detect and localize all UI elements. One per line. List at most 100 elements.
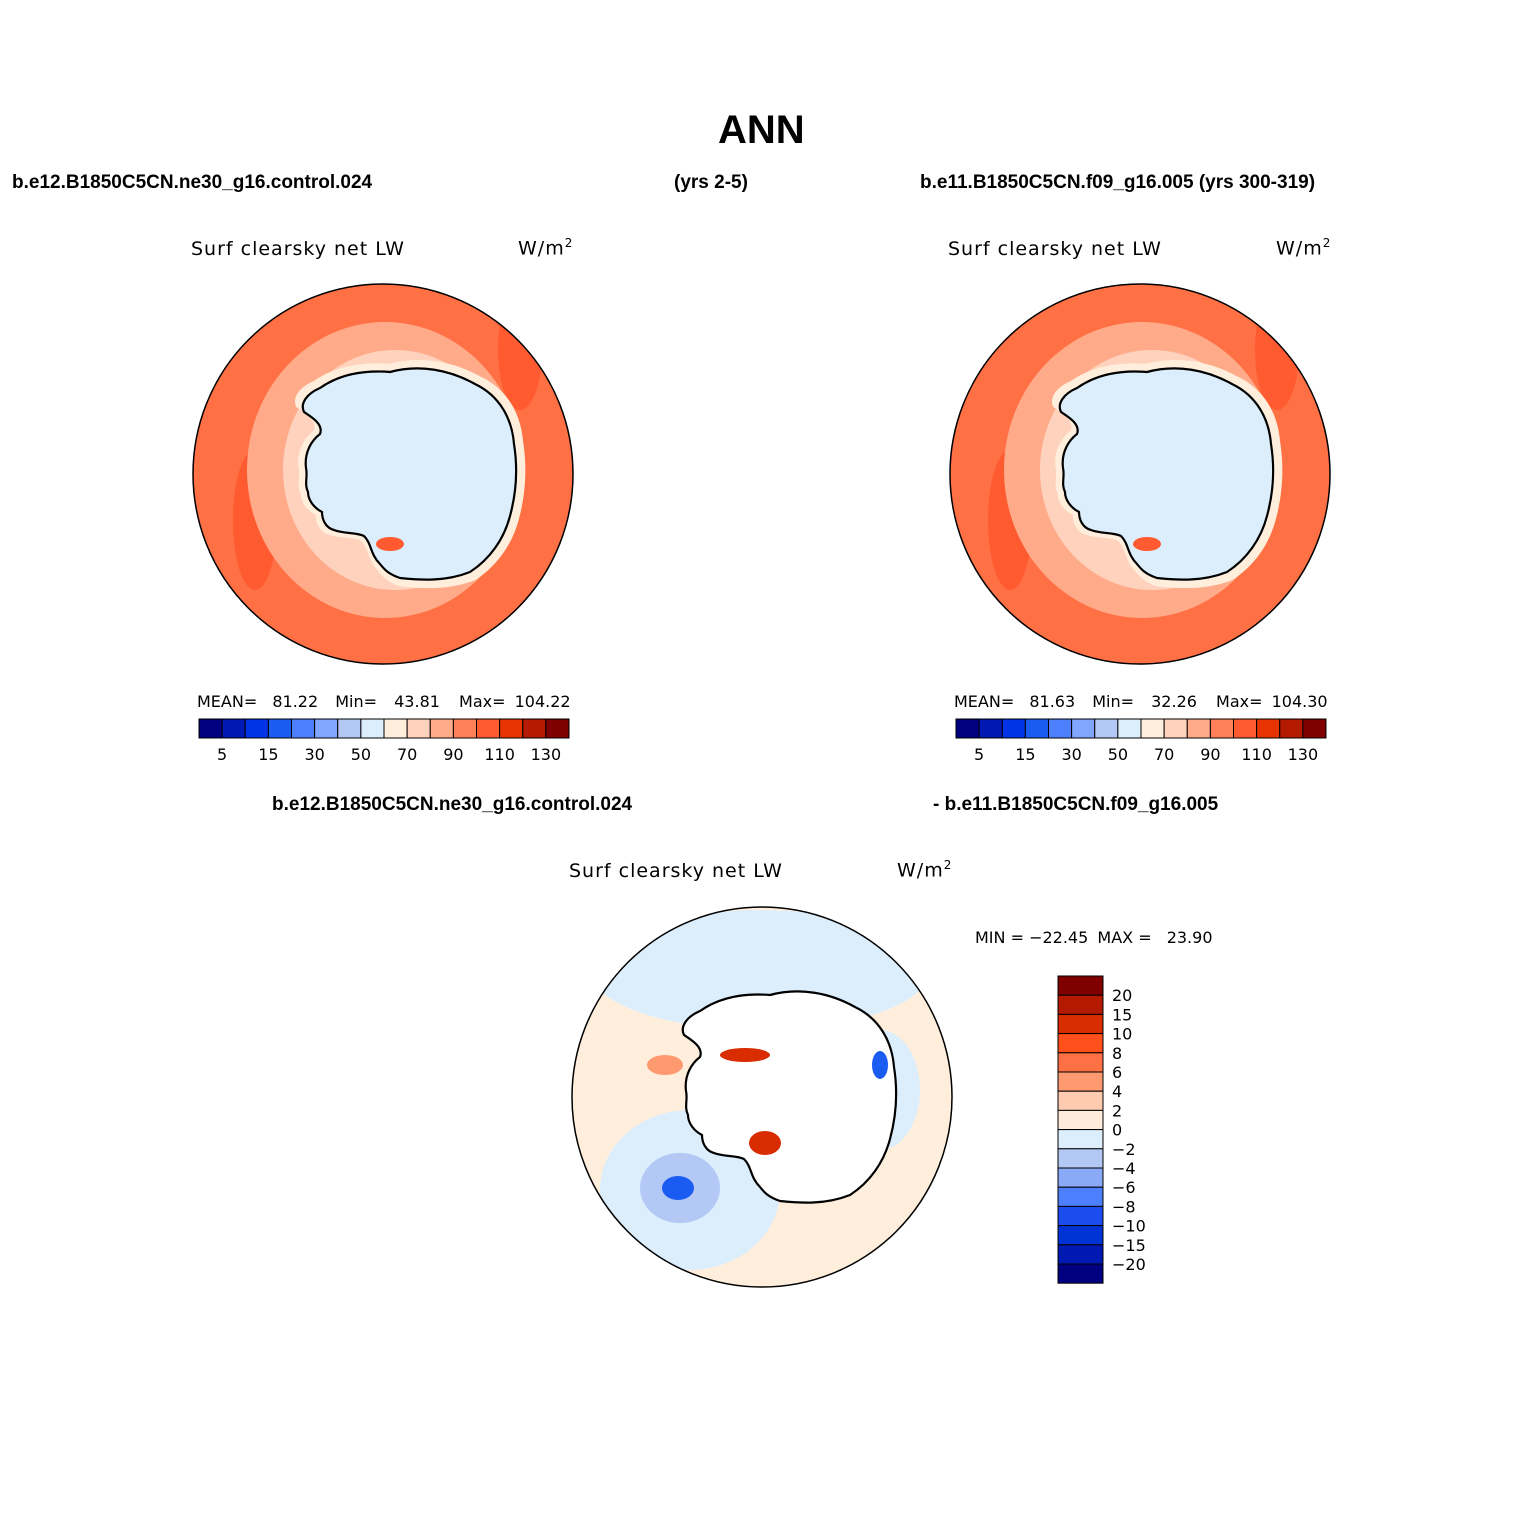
colorbar-label: 15 bbox=[1015, 745, 1035, 764]
negative-anomaly bbox=[872, 1051, 888, 1079]
colorbar-box bbox=[1071, 718, 1096, 739]
colorbar-box bbox=[1057, 1225, 1104, 1246]
min-value: 43.81 bbox=[394, 692, 440, 711]
strong-band bbox=[498, 290, 542, 410]
colorbar-label: −6 bbox=[1112, 1178, 1136, 1197]
colorbar-box bbox=[1057, 1129, 1104, 1150]
min-label: Min= bbox=[1092, 692, 1135, 711]
colorbar-label: 90 bbox=[443, 745, 463, 764]
max-label: Max= bbox=[1216, 692, 1263, 711]
colorbar-box bbox=[1057, 975, 1104, 996]
colorbar-box bbox=[1057, 1263, 1104, 1284]
min-label: Min= bbox=[335, 692, 378, 711]
ross-sea bbox=[376, 537, 404, 551]
right-map bbox=[950, 284, 1330, 664]
colorbar-box bbox=[1057, 994, 1104, 1015]
colorbar-label: 130 bbox=[531, 745, 562, 764]
left-map-border bbox=[192, 283, 574, 665]
max-value: 104.30 bbox=[1271, 692, 1328, 711]
colorbar-box bbox=[522, 718, 547, 739]
ross-sea bbox=[1133, 537, 1161, 551]
colorbar-label: −15 bbox=[1112, 1236, 1146, 1255]
negative-anomaly-core bbox=[662, 1176, 694, 1200]
right-panel-units: W/m2 bbox=[1276, 236, 1332, 260]
colorbar-label: 20 bbox=[1112, 986, 1132, 1005]
colorbar-box bbox=[291, 718, 316, 739]
colorbar-label: 0 bbox=[1112, 1121, 1122, 1140]
colorbar-label: 2 bbox=[1112, 1101, 1122, 1120]
right-panel-stats: MEAN= 81.63 Min= 32.26 Max= 104.30 bbox=[954, 692, 1328, 711]
left-panel-units: W/m2 bbox=[518, 236, 574, 260]
colorbar-box bbox=[383, 718, 408, 739]
diff-panel-variable: Surf clearsky net LW bbox=[569, 860, 783, 882]
colorbar-label: 50 bbox=[1108, 745, 1128, 764]
colorbar-box bbox=[1256, 718, 1281, 739]
colorbar-label: 15 bbox=[1112, 1005, 1132, 1024]
diff-left-case-label: b.e12.B1850C5CN.ne30_g16.control.024 bbox=[272, 794, 633, 815]
colorbar-label: 6 bbox=[1112, 1063, 1122, 1082]
colorbar-box bbox=[1094, 718, 1119, 739]
colorbar-box bbox=[198, 718, 223, 739]
colorbar-label: −10 bbox=[1112, 1217, 1146, 1236]
colorbar-box bbox=[267, 718, 292, 739]
colorbar-label: 4 bbox=[1112, 1082, 1122, 1101]
colorbar-box bbox=[1057, 1013, 1104, 1035]
diff-map-border bbox=[571, 906, 953, 1288]
colorbar-box bbox=[1057, 1167, 1104, 1188]
mean-label: MEAN= bbox=[954, 692, 1015, 711]
colorbar-label: 30 bbox=[1061, 745, 1081, 764]
colorbar-box bbox=[244, 718, 269, 739]
colorbar-label: −2 bbox=[1112, 1140, 1136, 1159]
min-value: 32.26 bbox=[1151, 692, 1197, 711]
diff-panel-units: W/m2 bbox=[897, 858, 953, 882]
left-map bbox=[193, 284, 573, 664]
colorbar-box bbox=[1117, 718, 1142, 739]
colorbar-box bbox=[476, 718, 501, 739]
diff-map bbox=[572, 907, 952, 1287]
colorbar-box bbox=[1057, 1244, 1104, 1265]
positive-anomaly bbox=[647, 1055, 683, 1075]
colorbar-box bbox=[337, 718, 362, 739]
colorbar-label: 15 bbox=[258, 745, 278, 764]
colorbar-label: 30 bbox=[304, 745, 324, 764]
colorbar-box bbox=[978, 718, 1003, 739]
colorbar-label: 110 bbox=[1241, 745, 1272, 764]
colorbar-box bbox=[452, 718, 477, 739]
diff-panel-stats: MIN = −22.45 MAX = 23.90 bbox=[975, 928, 1213, 947]
max-value: 104.22 bbox=[514, 692, 571, 711]
colorbar-label: 90 bbox=[1200, 745, 1220, 764]
colorbar-box bbox=[1001, 718, 1026, 739]
colorbar-box bbox=[429, 718, 454, 739]
colorbar-label: 5 bbox=[217, 745, 227, 764]
colorbar-box bbox=[1186, 718, 1211, 739]
colorbar-label: 130 bbox=[1288, 745, 1319, 764]
strong-band bbox=[1255, 290, 1299, 410]
page-title: ANN bbox=[718, 108, 805, 152]
colorbar-box bbox=[1057, 1186, 1104, 1207]
colorbar-box bbox=[221, 718, 246, 739]
colorbar-label: 8 bbox=[1112, 1044, 1122, 1063]
colorbar-label: 70 bbox=[397, 745, 417, 764]
right-case-label: b.e11.B1850C5CN.f09_g16.005 (yrs 300-319… bbox=[920, 172, 1316, 193]
right-colorbar: 5 15 30 50 70 90 110 130 bbox=[955, 718, 1327, 764]
max-label: Max= bbox=[459, 692, 506, 711]
years-label: (yrs 2-5) bbox=[674, 172, 748, 193]
colorbar-box bbox=[1024, 718, 1049, 739]
right-panel-variable: Surf clearsky net LW bbox=[948, 238, 1162, 260]
colorbar-box bbox=[1057, 1052, 1104, 1073]
colorbar-label: −20 bbox=[1112, 1255, 1146, 1274]
colorbar-box bbox=[406, 718, 431, 739]
colorbar-label: 110 bbox=[484, 745, 515, 764]
right-map-border bbox=[949, 283, 1331, 665]
min-label: MIN = bbox=[975, 928, 1024, 947]
mean-value: 81.22 bbox=[272, 692, 319, 711]
colorbar-label: 50 bbox=[351, 745, 371, 764]
colorbar-box bbox=[314, 718, 339, 739]
colorbar-box bbox=[1057, 1148, 1104, 1169]
left-panel-stats: MEAN= 81.22 Min= 43.81 Max= 104.22 bbox=[197, 692, 571, 711]
colorbar-box bbox=[545, 718, 570, 739]
positive-anomaly bbox=[749, 1131, 781, 1155]
max-label: MAX = bbox=[1097, 928, 1152, 947]
